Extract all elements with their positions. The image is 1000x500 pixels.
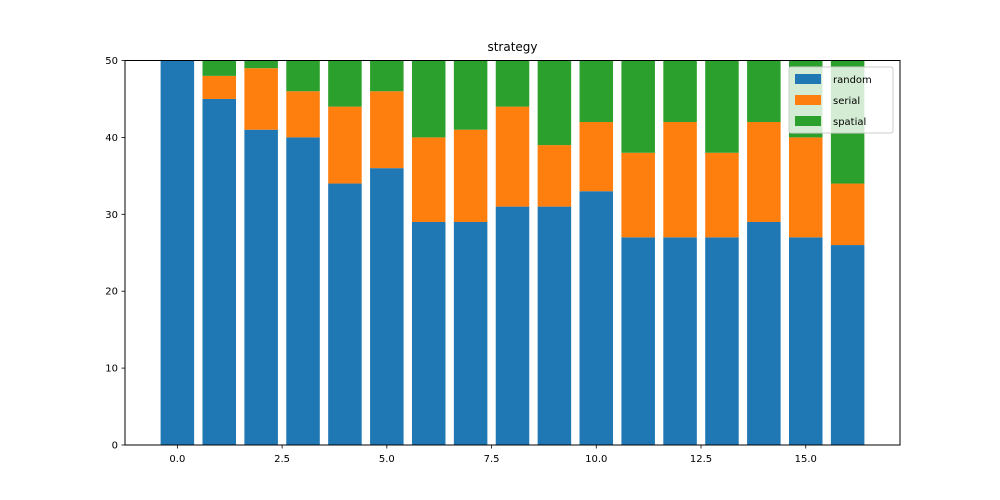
- bar-serial-3: [286, 91, 320, 138]
- bar-spatial-8: [495, 60, 530, 107]
- bar-serial-10: [579, 122, 614, 192]
- bar-random-2: [244, 129, 278, 445]
- bar-random-16: [830, 245, 865, 445]
- bar-random-11: [621, 237, 655, 445]
- bar-serial-6: [411, 137, 446, 222]
- bar-spatial-6: [411, 60, 446, 138]
- bars-layer: [160, 60, 865, 446]
- bar-serial-2: [244, 68, 278, 130]
- bar-spatial-14: [747, 60, 781, 123]
- bar-spatial-12: [663, 60, 697, 123]
- y-axis: 0 10 20 30 40 50: [105, 56, 125, 452]
- y-tick-label: 20: [105, 287, 118, 298]
- axes-frame: [124, 60, 901, 446]
- bar-spatial-4: [328, 60, 362, 107]
- bar-serial-1: [202, 75, 237, 99]
- bar-spatial-3: [286, 60, 320, 92]
- bar-serial-14: [747, 122, 781, 222]
- bar-random-4: [328, 183, 362, 446]
- bar-serial-11: [621, 152, 655, 238]
- legend: random serial spatial: [788, 66, 894, 134]
- bar-random-8: [495, 206, 530, 445]
- y-tick-label: 30: [105, 210, 118, 221]
- bar-serial-12: [663, 122, 697, 238]
- bar-serial-9: [537, 145, 572, 207]
- legend-swatch-spatial: [795, 116, 821, 126]
- x-tick-label: 10.0: [585, 454, 607, 465]
- bar-random-13: [705, 237, 739, 445]
- bar-serial-16: [830, 183, 865, 246]
- bar-serial-8: [495, 106, 530, 207]
- bar-random-12: [663, 237, 697, 445]
- chart-title: strategy: [487, 40, 537, 54]
- bar-random-14: [747, 221, 781, 445]
- bar-random-10: [579, 191, 614, 445]
- y-tick-label: 0: [112, 441, 118, 452]
- bar-random-5: [370, 168, 404, 445]
- bar-random-3: [286, 137, 320, 445]
- bar-serial-13: [705, 152, 739, 238]
- bar-random-9: [537, 206, 572, 445]
- bar-random-15: [788, 237, 823, 445]
- legend-swatch-random: [795, 74, 821, 84]
- bar-spatial-11: [621, 60, 655, 153]
- bar-random-0: [160, 60, 195, 445]
- bar-spatial-1: [202, 60, 237, 76]
- bar-random-1: [202, 98, 237, 445]
- bar-spatial-7: [453, 60, 488, 130]
- x-tick-label: 0.0: [169, 454, 185, 465]
- x-tick-label: 15.0: [795, 454, 817, 465]
- bar-serial-15: [788, 137, 823, 238]
- bar-spatial-5: [370, 60, 404, 92]
- bar-spatial-13: [705, 60, 739, 153]
- y-tick-label: 10: [105, 364, 118, 375]
- bar-spatial-2: [244, 60, 278, 69]
- legend-label-spatial: spatial: [833, 117, 866, 128]
- bar-random-6: [411, 221, 446, 445]
- x-tick-label: 12.5: [690, 454, 712, 465]
- legend-label-random: random: [833, 75, 872, 86]
- y-tick-label: 50: [105, 56, 118, 67]
- legend-swatch-serial: [795, 95, 821, 105]
- x-tick-label: 5.0: [379, 454, 395, 465]
- x-axis: 0.0 2.5 5.0 7.5 10.0 12.5 15.0: [169, 445, 817, 465]
- bar-spatial-10: [579, 60, 614, 123]
- y-tick-label: 40: [105, 133, 118, 144]
- bar-serial-4: [328, 106, 362, 184]
- bar-random-7: [453, 221, 488, 445]
- x-tick-label: 2.5: [274, 454, 290, 465]
- x-tick-label: 7.5: [484, 454, 500, 465]
- bar-spatial-9: [537, 60, 572, 146]
- bar-serial-7: [453, 129, 488, 222]
- legend-label-serial: serial: [833, 96, 860, 107]
- bar-serial-5: [370, 91, 404, 169]
